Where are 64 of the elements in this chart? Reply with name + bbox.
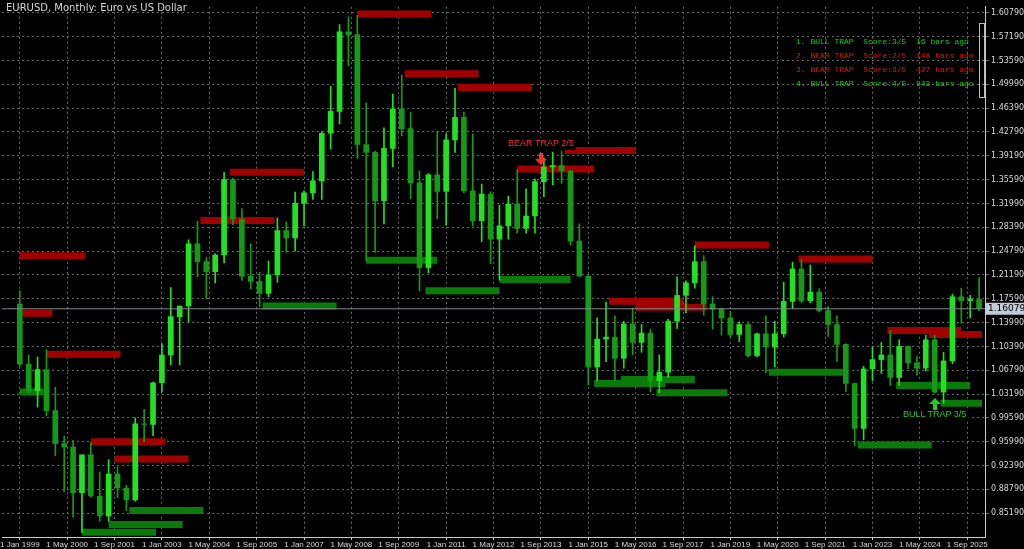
y-tick-label: 1.46390: [991, 103, 1024, 113]
x-tick-label: 1 May 2004: [188, 540, 231, 549]
x-tick-label: 1 May 2016: [614, 540, 658, 549]
candlestick: [203, 257, 210, 300]
y-tick-label: 1.39190: [991, 150, 1024, 160]
x-tick-label: 1 Sep 2005: [236, 540, 278, 549]
y-tick-label: 1.53590: [991, 55, 1024, 65]
y-tick-label: 1.10390: [991, 341, 1024, 351]
x-tick-label: 1 May 2008: [330, 540, 373, 549]
x-tick-label: 1 Jan 2015: [568, 540, 609, 549]
y-tick-label: 0.88790: [991, 484, 1024, 494]
candlestick: [763, 315, 769, 374]
candlestick: [247, 243, 254, 290]
candlestick: [549, 152, 556, 186]
y-tick-label: 0.85190: [991, 508, 1024, 518]
x-tick-label: 1 Jan 2023: [852, 540, 893, 549]
x-tick-label: 1 Jan 2011: [426, 540, 467, 549]
y-tick-label: 1.03190: [991, 389, 1024, 399]
annotation: BULL TRAP 3/5: [902, 408, 967, 419]
y-tick-label: 0.99590: [991, 413, 1024, 422]
annotation: 3. BEAR TRAP Score:3/5 427 bars ago: [796, 64, 974, 76]
x-tick-label: 1 May 2000: [46, 540, 89, 549]
annotation: 2. BEAR TRAP Score:2/5 148 bars ago: [796, 50, 974, 62]
y-tick-label: 0.95990: [991, 436, 1024, 446]
y-tick-label: 1.28390: [991, 222, 1024, 232]
y-tick-label: 1.24790: [991, 246, 1024, 256]
x-tick-label: 1 Jan 1999: [0, 540, 41, 549]
y-tick-label: 1.17590: [991, 293, 1024, 303]
x-tick-label: 1 Jan 2007: [284, 540, 325, 549]
y-tick-label: 1.31990: [991, 198, 1024, 208]
x-tick-label: 1 Sep 2025: [946, 540, 989, 549]
y-tick-label: 1.42790: [991, 127, 1024, 137]
annotation: BEAR TRAP 2/5: [508, 138, 574, 149]
candlestick: [61, 436, 68, 492]
y-tick-label: 1.60790: [991, 7, 1024, 17]
candlestick: [141, 408, 147, 443]
candlestick: [958, 287, 965, 324]
candlestick: [656, 354, 663, 394]
annotation: 1. BULL TRAP Score:3/5 16 bars ago: [796, 36, 970, 48]
x-tick-label: 1 Sep 2001: [94, 540, 136, 549]
candlestick: [434, 131, 441, 219]
x-tick-label: 1 Sep 2017: [662, 540, 705, 549]
y-tick-label: 1.06790: [991, 365, 1024, 375]
y-tick-label: 1.57190: [991, 31, 1024, 41]
x-tick-label: 1 Jan 2003: [142, 540, 183, 549]
x-tick-label: 1 May 2020: [756, 540, 800, 549]
x-tick-label: 1 Jan 2019: [710, 540, 751, 549]
annotation: 4. BULL TRAP Score:4/5 543 bars ago: [796, 78, 974, 90]
candlestick: [807, 264, 814, 304]
y-tick-label: 1.21190: [991, 270, 1024, 280]
y-tick-label: 1.35590: [991, 174, 1024, 184]
x-tick-label: 1 Sep 2013: [520, 540, 562, 549]
candlestick: [967, 295, 974, 319]
ref-line-label: 1.16079: [988, 303, 1024, 314]
x-tick-label: 1 Sep 2009: [378, 540, 420, 549]
chart-title: EURUSD, Monthly: Euro vs US Dollar: [6, 2, 187, 13]
y-tick-label: 1.13990: [991, 317, 1024, 327]
candlestick: [176, 305, 183, 366]
candlestick: [363, 102, 370, 262]
y-tick-label: 1.49990: [991, 79, 1024, 89]
x-tick-label: 1 Sep 2021: [804, 540, 847, 549]
y-tick-label: 0.92390: [991, 460, 1024, 470]
x-tick-label: 1 May 2024: [898, 540, 942, 549]
x-tick-label: 1 May 2012: [472, 540, 515, 549]
